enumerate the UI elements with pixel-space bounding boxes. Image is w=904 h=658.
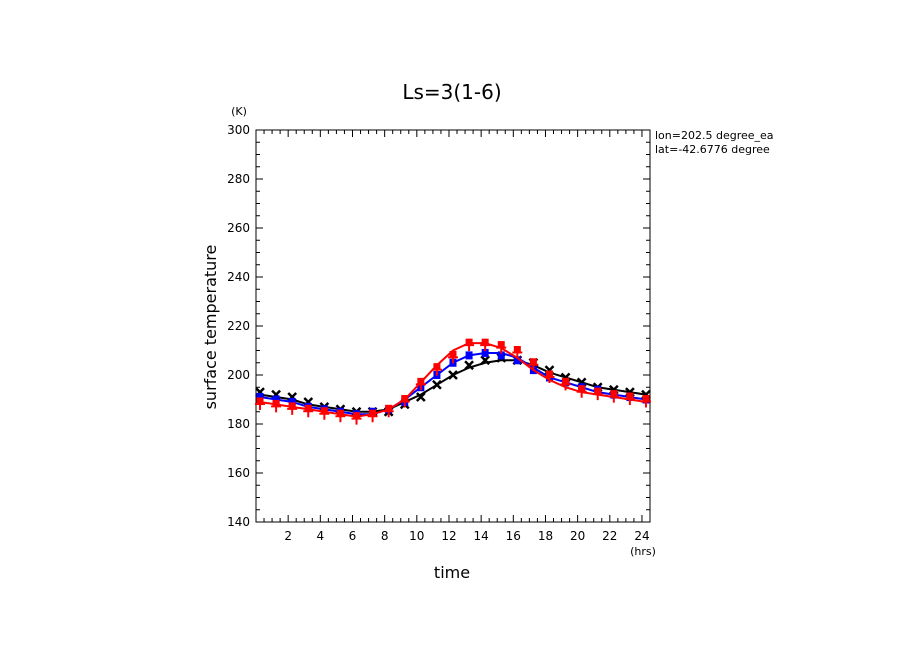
series-2-point [336, 409, 344, 417]
series-0-point [415, 392, 426, 402]
y-tick-label: 220 [227, 319, 250, 333]
series-1-point [288, 397, 296, 406]
series-2-point [545, 370, 553, 378]
series-2-point [353, 412, 361, 420]
series-1-point [256, 393, 264, 402]
annotation-lat: lat=-42.6776 degree [655, 143, 770, 156]
y-tick-label: 280 [227, 172, 250, 186]
series-2-point [481, 338, 489, 346]
series-0-point [432, 379, 442, 390]
x-tick-label: 6 [349, 529, 357, 543]
y-axis-title: surface temperature [201, 245, 220, 410]
series-2-point [256, 397, 264, 405]
series-0-point [448, 370, 458, 380]
series-2-point [642, 395, 650, 402]
series-2-point [433, 363, 441, 371]
y-tick-label: 140 [227, 515, 250, 529]
series-1-point [481, 348, 489, 357]
y-tick-label: 260 [227, 221, 250, 235]
series-1-point [497, 351, 505, 360]
series-2-point [449, 350, 457, 358]
series-1-point [465, 351, 473, 360]
y-tick-label: 300 [227, 123, 250, 137]
series-2-point [562, 377, 570, 385]
series-2-point [497, 341, 505, 349]
x-tick-label: 8 [381, 529, 389, 543]
x-axis-title: time [434, 563, 470, 582]
series-2-point [385, 404, 393, 412]
series-2-point [610, 390, 618, 398]
series-2-point [578, 385, 586, 393]
chart-title: Ls=3(1-6) [402, 80, 501, 104]
y-tick-label: 240 [227, 270, 250, 284]
y-tick-label: 180 [227, 417, 250, 431]
series-2-point [417, 377, 425, 385]
x-tick-label: 16 [506, 529, 521, 543]
x-tick-label: 22 [602, 529, 617, 543]
y-tick-label: 200 [227, 368, 250, 382]
series-2-point [626, 392, 634, 400]
x-unit-label: (hrs) [630, 545, 656, 558]
series-2-point [304, 404, 312, 412]
annotation-lon: lon=202.5 degree_ea [655, 129, 774, 142]
x-tick-label: 10 [409, 529, 424, 543]
x-tick-label: 24 [634, 529, 649, 543]
series-0-point [464, 360, 474, 371]
series-2-point [320, 407, 328, 415]
series-1-point [513, 356, 521, 365]
x-tick-label: 18 [538, 529, 553, 543]
y-tick-label: 160 [227, 466, 250, 480]
series-0-point [480, 355, 491, 366]
series-2-point [529, 358, 537, 366]
series-1-point [272, 395, 280, 404]
series-2-point [401, 395, 409, 402]
x-tick-label: 20 [570, 529, 585, 543]
x-tick-label: 4 [317, 529, 325, 543]
series-2-point [369, 409, 377, 417]
series-2-point [594, 387, 602, 395]
x-tick-label: 2 [284, 529, 292, 543]
series-2-point [288, 402, 296, 410]
y-unit-label: (K) [231, 105, 247, 118]
series-2-point [272, 399, 280, 407]
plot-frame [255, 129, 651, 523]
x-tick-label: 14 [474, 529, 489, 543]
series-0-line [259, 359, 647, 413]
series-2-point [513, 346, 521, 353]
series-2-point [465, 338, 473, 346]
x-tick-label: 12 [441, 529, 456, 543]
